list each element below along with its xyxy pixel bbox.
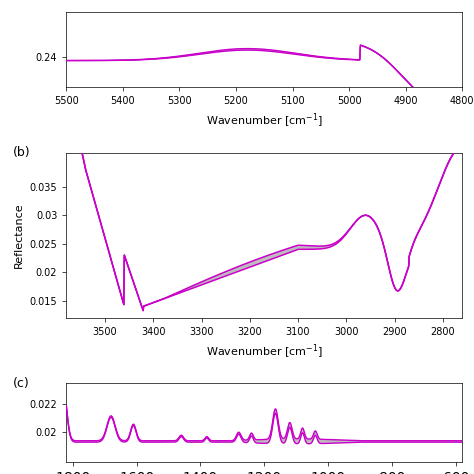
Text: (b): (b) (13, 146, 30, 159)
X-axis label: Wavenumber [cm$^{-1}$]: Wavenumber [cm$^{-1}$] (206, 111, 323, 130)
X-axis label: Wavenumber [cm$^{-1}$]: Wavenumber [cm$^{-1}$] (206, 342, 323, 361)
Text: (c): (c) (13, 377, 30, 390)
Y-axis label: Reflectance: Reflectance (14, 202, 24, 268)
